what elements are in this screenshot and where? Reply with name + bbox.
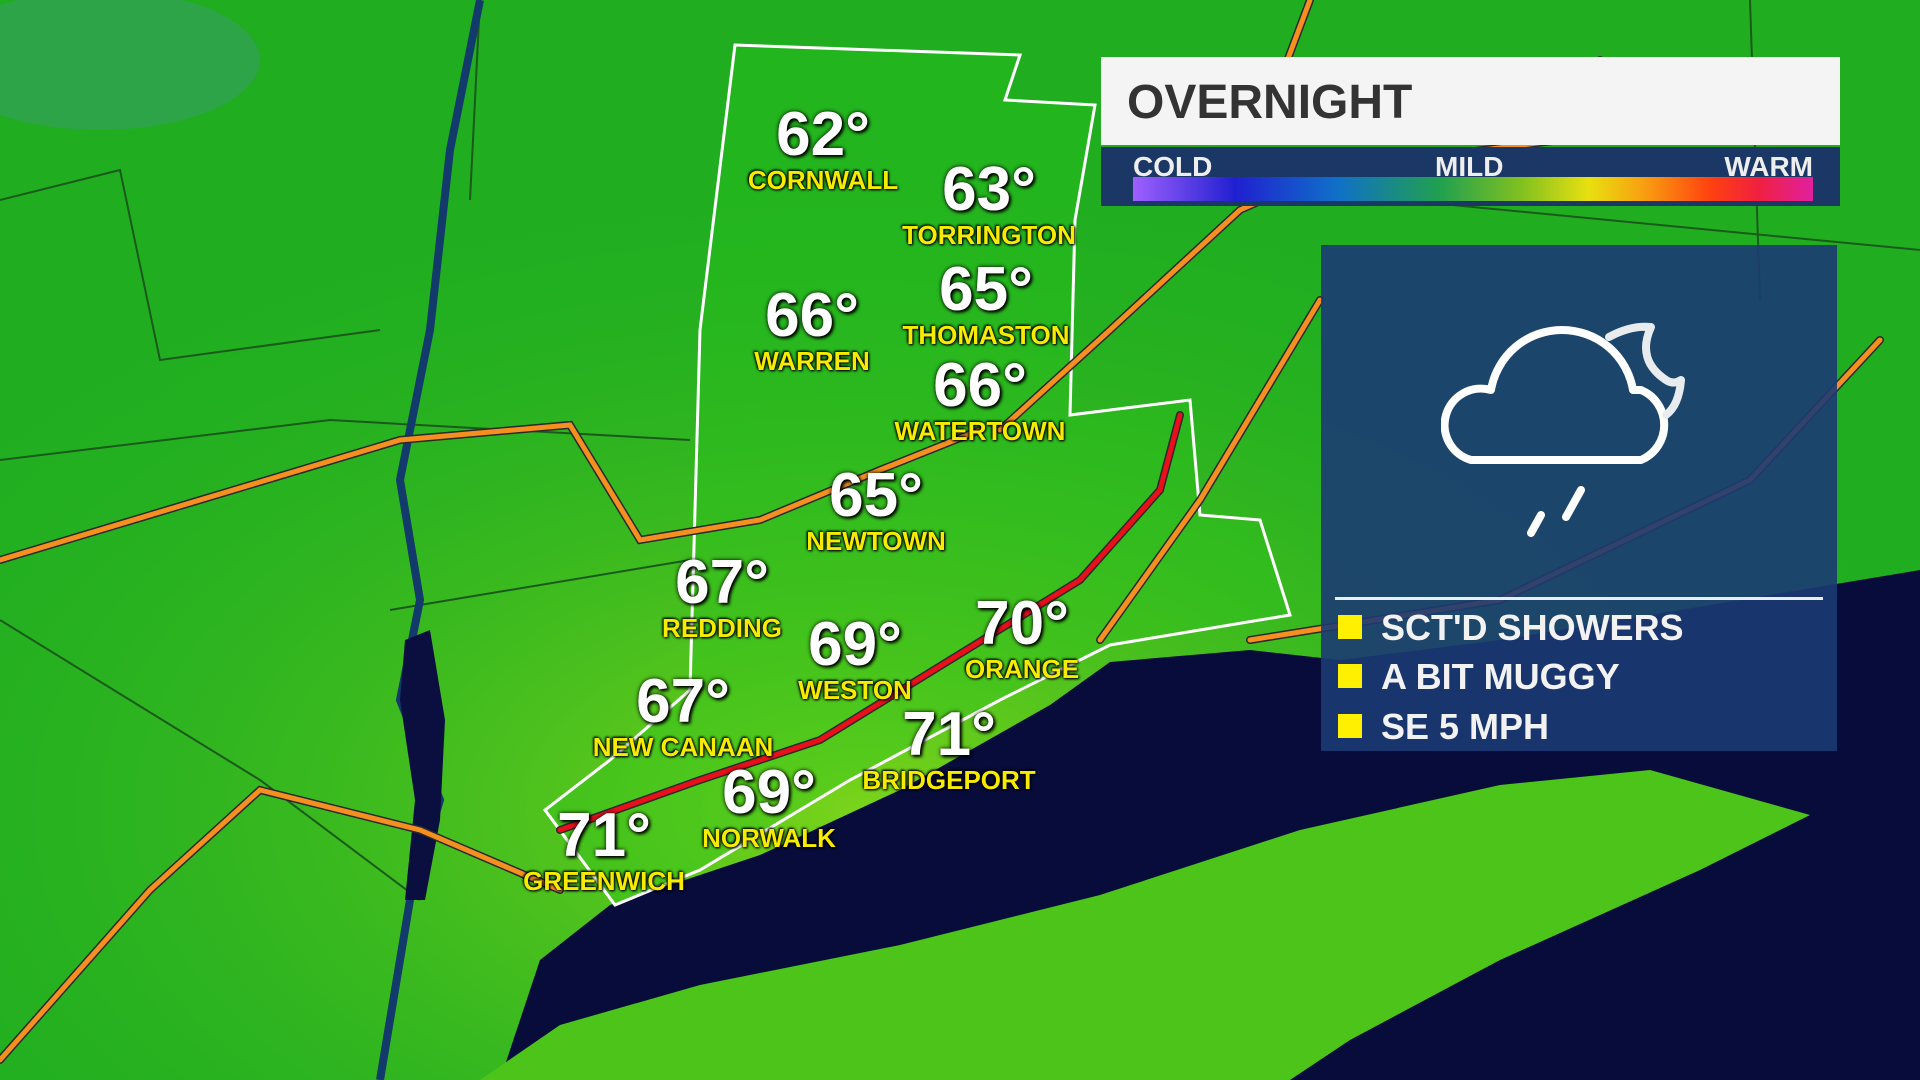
bullet-square-icon: [1338, 615, 1362, 639]
city-name: NORWALK: [702, 823, 836, 853]
temperature: 66°: [933, 351, 1027, 420]
color-gradient-bar: [1133, 177, 1813, 201]
city-name: ORANGE: [964, 654, 1080, 684]
temperature: 71°: [902, 700, 996, 769]
city-name: GREENWICH: [523, 866, 685, 896]
city-label-warren: 66° WARREN: [754, 281, 870, 376]
city-name: BRIDGEPORT: [862, 765, 1036, 795]
temperature: 71°: [557, 801, 651, 870]
title: OVERNIGHT: [1127, 76, 1413, 129]
cloud-moon-rain-icon: [1441, 322, 1685, 537]
city-name: WATERTOWN: [894, 416, 1066, 446]
temperature: 63°: [942, 155, 1036, 224]
condition-text: SCT'D SHOWERS: [1381, 607, 1684, 648]
temperature: 67°: [636, 667, 730, 736]
city-name: CORNWALL: [747, 165, 899, 195]
long-island: [480, 770, 1810, 1080]
temperature-scale: COLD MILD WARM: [1101, 147, 1840, 206]
scale-cold-label: COLD: [1133, 151, 1213, 182]
bullet-square-icon: [1338, 664, 1362, 688]
county-lines: [0, 0, 1920, 901]
city-label-bridgeport: 71° BRIDGEPORT: [862, 700, 1036, 795]
city-name: THOMASTON: [902, 320, 1070, 350]
city-name: NEWTOWN: [806, 526, 946, 556]
condition-text: SE 5 MPH: [1381, 706, 1550, 747]
temperature: 66°: [765, 281, 859, 350]
city-label-newtown: 65° NEWTOWN: [806, 461, 946, 556]
city-label-thomaston: 65° THOMASTON: [902, 255, 1070, 350]
city-label-greenwich: 71° GREENWICH: [523, 801, 685, 896]
city-name: WESTON: [798, 675, 912, 705]
scale-mild-label: MILD: [1435, 151, 1504, 182]
city-name: WARREN: [754, 346, 870, 376]
temperature: 65°: [829, 461, 923, 530]
city-label-torrington: 63° TORRINGTON: [902, 155, 1076, 250]
temperature: 70°: [975, 589, 1069, 658]
divider: [1335, 597, 1823, 600]
temperature: 69°: [808, 610, 902, 679]
temperature: 65°: [939, 255, 1033, 324]
city-name: TORRINGTON: [902, 220, 1076, 250]
scale-warm-label: WARM: [1724, 151, 1813, 182]
title-banner: OVERNIGHT: [1101, 57, 1840, 145]
ct-boundary: [542, 43, 1292, 907]
city-label-cornwall: 62° CORNWALL: [747, 100, 899, 195]
city-label-watertown: 66° WATERTOWN: [894, 351, 1066, 446]
conditions-panel: SCT'D SHOWERS A BIT MUGGY SE 5 MPH: [1321, 245, 1837, 751]
cool-area: [0, 0, 260, 130]
city-name: REDDING: [662, 613, 782, 643]
bullet-square-icon: [1338, 714, 1362, 738]
temperature: 67°: [675, 548, 769, 617]
city-label-norwalk: 69° NORWALK: [702, 758, 836, 853]
temperature: 62°: [776, 100, 870, 169]
city-label-new-canaan: 67° NEW CANAAN: [592, 667, 774, 762]
city-name: NEW CANAAN: [592, 732, 774, 762]
city-label-redding: 67° REDDING: [662, 548, 782, 643]
temperature: 69°: [722, 758, 816, 827]
city-label-orange: 70° ORANGE: [964, 589, 1080, 684]
condition-text: A BIT MUGGY: [1381, 656, 1620, 697]
city-label-weston: 69° WESTON: [798, 610, 912, 705]
